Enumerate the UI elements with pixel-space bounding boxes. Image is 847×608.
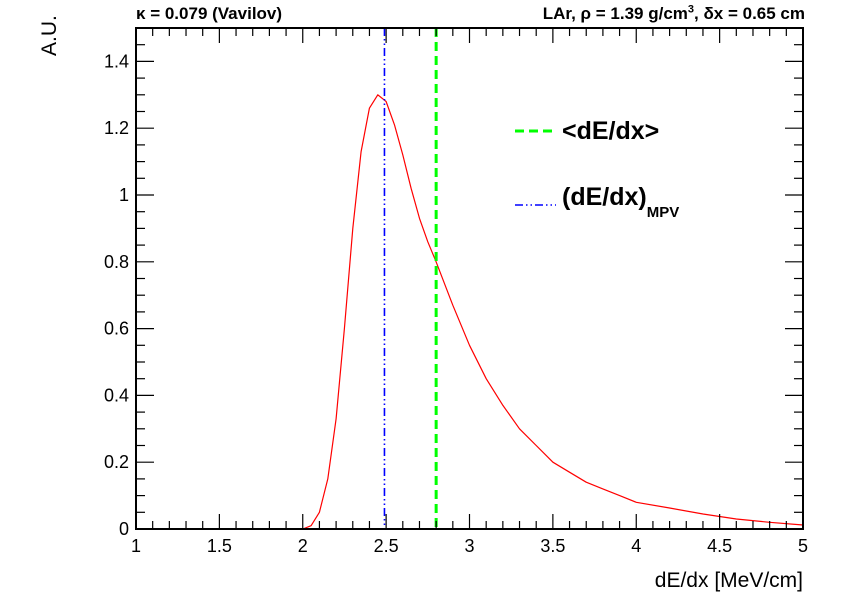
plot-frame (135, 27, 804, 530)
y-tick-label: 0 (119, 519, 129, 539)
x-tick-label: 2.5 (374, 536, 399, 556)
y-tick-label: 0.4 (104, 385, 129, 405)
x-tick-label: 5 (798, 536, 808, 556)
kappa-header: κ = 0.079 (Vavilov) (136, 4, 283, 23)
legend-mpv-label-main: (dE/dx) (562, 183, 647, 211)
x-tick-label: 3.5 (540, 536, 565, 556)
x-tick-label: 3 (464, 536, 474, 556)
material-header: LAr, ρ = 1.39 g/cm3, δx = 0.65 cm (543, 4, 805, 24)
x-tick-label: 1.5 (207, 536, 232, 556)
y-axis-title: A.U. (38, 15, 61, 56)
material-header-tail: , δx = 0.65 cm (694, 4, 805, 23)
x-tick-label: 1 (131, 536, 141, 556)
y-tick-label: 1 (119, 185, 129, 205)
legend-mpv-label: (dE/dx)MPV (562, 183, 679, 221)
y-tick-label: 1.4 (104, 51, 129, 71)
series-line-0 (302, 94, 804, 530)
x-tick-label: 4 (631, 536, 641, 556)
x-tick-label: 4.5 (707, 536, 732, 556)
material-header-main: LAr, ρ = 1.39 g/cm (542, 4, 688, 23)
material-header-sup: 3 (687, 3, 695, 16)
legend-mean-label: <dE/dx> (562, 117, 660, 145)
y-tick-label: 1.2 (104, 118, 129, 138)
legend-mpv-label-sub: MPV (646, 204, 680, 221)
y-tick-label: 0.8 (104, 252, 129, 272)
y-tick-label: 0.6 (104, 319, 129, 339)
x-axis-title: dE/dx [MeV/cm] (654, 569, 803, 592)
x-tick-label: 2 (298, 536, 308, 556)
y-tick-label: 0.2 (104, 452, 129, 472)
